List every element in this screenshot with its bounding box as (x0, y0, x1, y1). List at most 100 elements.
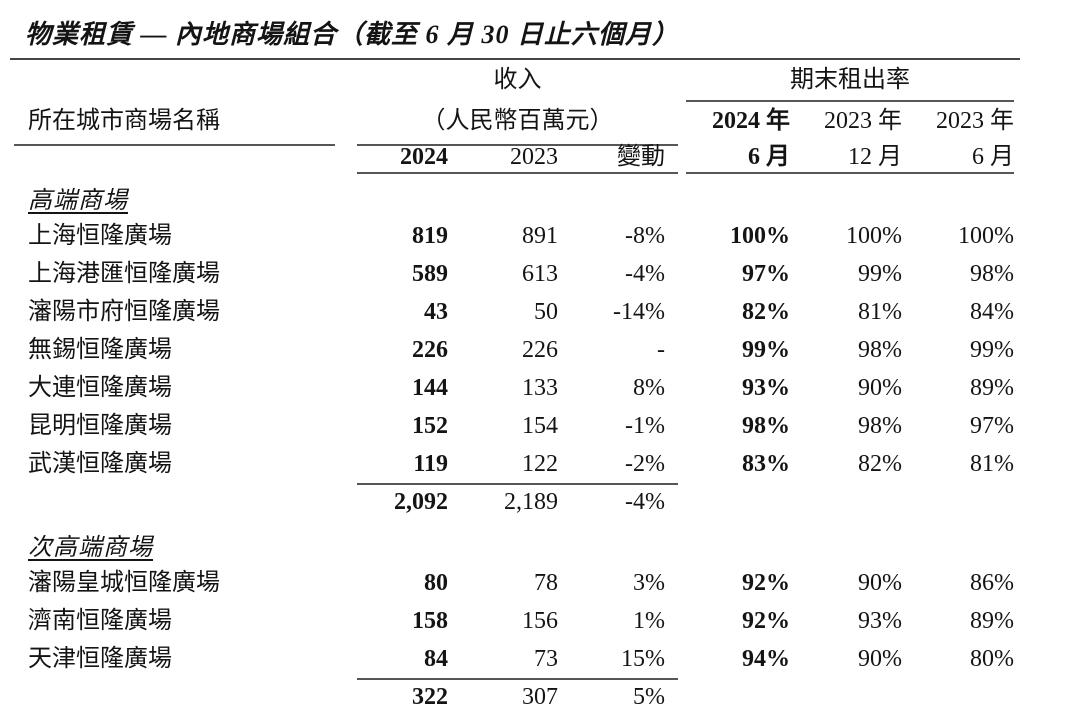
section-label: 高端商場 (28, 188, 128, 214)
occupancy-2024-jun: 99% (742, 337, 790, 363)
mall-name: 天津恒隆廣場 (28, 646, 172, 672)
revenue-2024: 43 (424, 299, 448, 325)
occupancy-2024-jun: 94% (742, 646, 790, 672)
table-row: 上海恒隆廣場 819 891 -8% 100% 100% 100% (28, 217, 1014, 255)
revenue-2023: 133 (522, 375, 558, 401)
revenue-2023: 156 (522, 608, 558, 634)
table-row: 武漢恒隆廣場 119 122 -2% 83% 82% 81% (28, 445, 1014, 483)
revenue-2023: 226 (522, 337, 558, 363)
revenue-2024: 226 (412, 337, 448, 363)
occupancy-2024-jun: 98% (742, 413, 790, 439)
subtotal-row: 322 307 5% (28, 678, 1014, 710)
table-header-sub-row: 2024 2023 變動 6 月 12 月 6 月 (28, 142, 1014, 174)
revenue-header-2024: 2024 (357, 142, 448, 174)
revenue-group-header: 收入 (493, 67, 542, 93)
revenue-header-2023: 2023 (448, 142, 558, 174)
occupancy-2023-jun: 98% (970, 261, 1014, 287)
table-row: 天津恒隆廣場 84 73 15% 94% 90% 80% (28, 640, 1014, 678)
mall-name: 無錫恒隆廣場 (28, 337, 172, 363)
occupancy-header-2023-jun-month: 6 月 (902, 142, 1014, 174)
revenue-2023: 78 (534, 570, 558, 596)
occupancy-2024-jun: 100% (730, 223, 790, 249)
mall-name: 瀋陽皇城恒隆廣場 (28, 570, 220, 596)
occupancy-2023-jun: 86% (970, 570, 1014, 596)
mall-name: 大連恒隆廣場 (28, 375, 172, 401)
occupancy-2023-jun: 99% (970, 337, 1014, 363)
occupancy-2023-dec: 90% (858, 646, 902, 672)
revenue-change: -8% (625, 223, 665, 249)
revenue-2023: 73 (534, 646, 558, 672)
occupancy-2023-dec: 82% (858, 451, 902, 477)
occupancy-2023-jun: 81% (970, 451, 1014, 477)
section-label: 次高端商場 (28, 535, 153, 561)
subtotal-revenue-2023: 2,189 (448, 483, 558, 520)
revenue-change: -1% (625, 413, 665, 439)
revenue-2023: 122 (522, 451, 558, 477)
table-row: 昆明恒隆廣場 152 154 -1% 98% 98% 97% (28, 407, 1014, 445)
revenue-2023: 154 (522, 413, 558, 439)
subtotal-revenue-2024: 322 (357, 678, 448, 710)
occupancy-2024-jun: 92% (742, 570, 790, 596)
table-row: 上海港匯恒隆廣場 589 613 -4% 97% 99% 98% (28, 255, 1014, 293)
occupancy-2023-jun: 89% (970, 375, 1014, 401)
revenue-2024: 158 (412, 608, 448, 634)
table-header-year-row: 所在城市商場名稱 （人民幣百萬元） 2024 年 2023 年 2023 年 (14, 98, 1014, 146)
occupancy-2023-jun: 100% (958, 223, 1014, 249)
revenue-change: -2% (625, 451, 665, 477)
section-row: 高端商場 (28, 173, 1014, 217)
mall-name: 瀋陽市府恒隆廣場 (28, 299, 220, 325)
occupancy-2023-jun: 89% (970, 608, 1014, 634)
revenue-2024: 819 (412, 223, 448, 249)
table-row: 無錫恒隆廣場 226 226 - 99% 98% 99% (28, 331, 1014, 369)
occupancy-2023-jun: 80% (970, 646, 1014, 672)
revenue-2024: 144 (412, 375, 448, 401)
mall-name: 濟南恒隆廣場 (28, 608, 172, 634)
subtotal-spacer (28, 678, 357, 710)
table-row: 大連恒隆廣場 144 133 8% 93% 90% 89% (28, 369, 1014, 407)
occupancy-header-2023-dec-month: 12 月 (790, 142, 902, 174)
revenue-change: 3% (633, 570, 665, 596)
table-row: 濟南恒隆廣場 158 156 1% 92% 93% 89% (28, 602, 1014, 640)
occupancy-2023-dec: 90% (858, 375, 902, 401)
subtotal-revenue-change: -4% (558, 483, 678, 520)
revenue-change: -14% (613, 299, 665, 325)
mall-name: 上海恒隆廣場 (28, 223, 172, 249)
revenue-2024: 119 (413, 451, 448, 477)
occupancy-2023-dec: 98% (858, 413, 902, 439)
subtotal-revenue-change: 5% (558, 678, 678, 710)
revenue-2024: 80 (424, 570, 448, 596)
mall-name: 武漢恒隆廣場 (28, 451, 172, 477)
occupancy-header-2024-month: 6 月 (686, 142, 790, 174)
revenue-change: - (657, 337, 665, 363)
occupancy-2023-jun: 97% (970, 413, 1014, 439)
revenue-2024: 152 (412, 413, 448, 439)
occupancy-2024-jun: 92% (742, 608, 790, 634)
table-row: 瀋陽市府恒隆廣場 43 50 -14% 82% 81% 84% (28, 293, 1014, 331)
revenue-change: 15% (621, 646, 665, 672)
subtotal-revenue-2023: 307 (448, 678, 558, 710)
subtotal-revenue-2024: 2,092 (357, 483, 448, 520)
mall-name: 昆明恒隆廣場 (28, 413, 172, 439)
page-title: 物業租賃 — 內地商場組合（截至 6 月 30 日止六個月） (10, 12, 1020, 60)
revenue-change: 8% (633, 375, 665, 401)
occupancy-2024-jun: 83% (742, 451, 790, 477)
revenue-2023: 891 (522, 223, 558, 249)
revenue-change: -4% (625, 261, 665, 287)
occupancy-2023-jun: 84% (970, 299, 1014, 325)
revenue-2024: 84 (424, 646, 448, 672)
occupancy-header-2023-dec-year: 2023 年 (824, 108, 902, 134)
subtotal-row: 2,092 2,189 -4% (28, 483, 1014, 520)
table-header-group-row: 收入 期末租出率 (28, 60, 1014, 102)
occupancy-2024-jun: 97% (742, 261, 790, 287)
revenue-2023: 50 (534, 299, 558, 325)
occupancy-header-2024-year: 2024 年 (712, 108, 790, 134)
revenue-2023: 613 (522, 261, 558, 287)
name-column-header: 所在城市商場名稱 (14, 98, 357, 146)
occupancy-group-header: 期末租出率 (686, 60, 1014, 102)
occupancy-2023-dec: 99% (858, 261, 902, 287)
occupancy-header-2023-jun-year: 2023 年 (936, 108, 1014, 134)
occupancy-2023-dec: 98% (858, 337, 902, 363)
header-spacer (28, 60, 357, 102)
revenue-unit-header: （人民幣百萬元） (357, 98, 678, 146)
